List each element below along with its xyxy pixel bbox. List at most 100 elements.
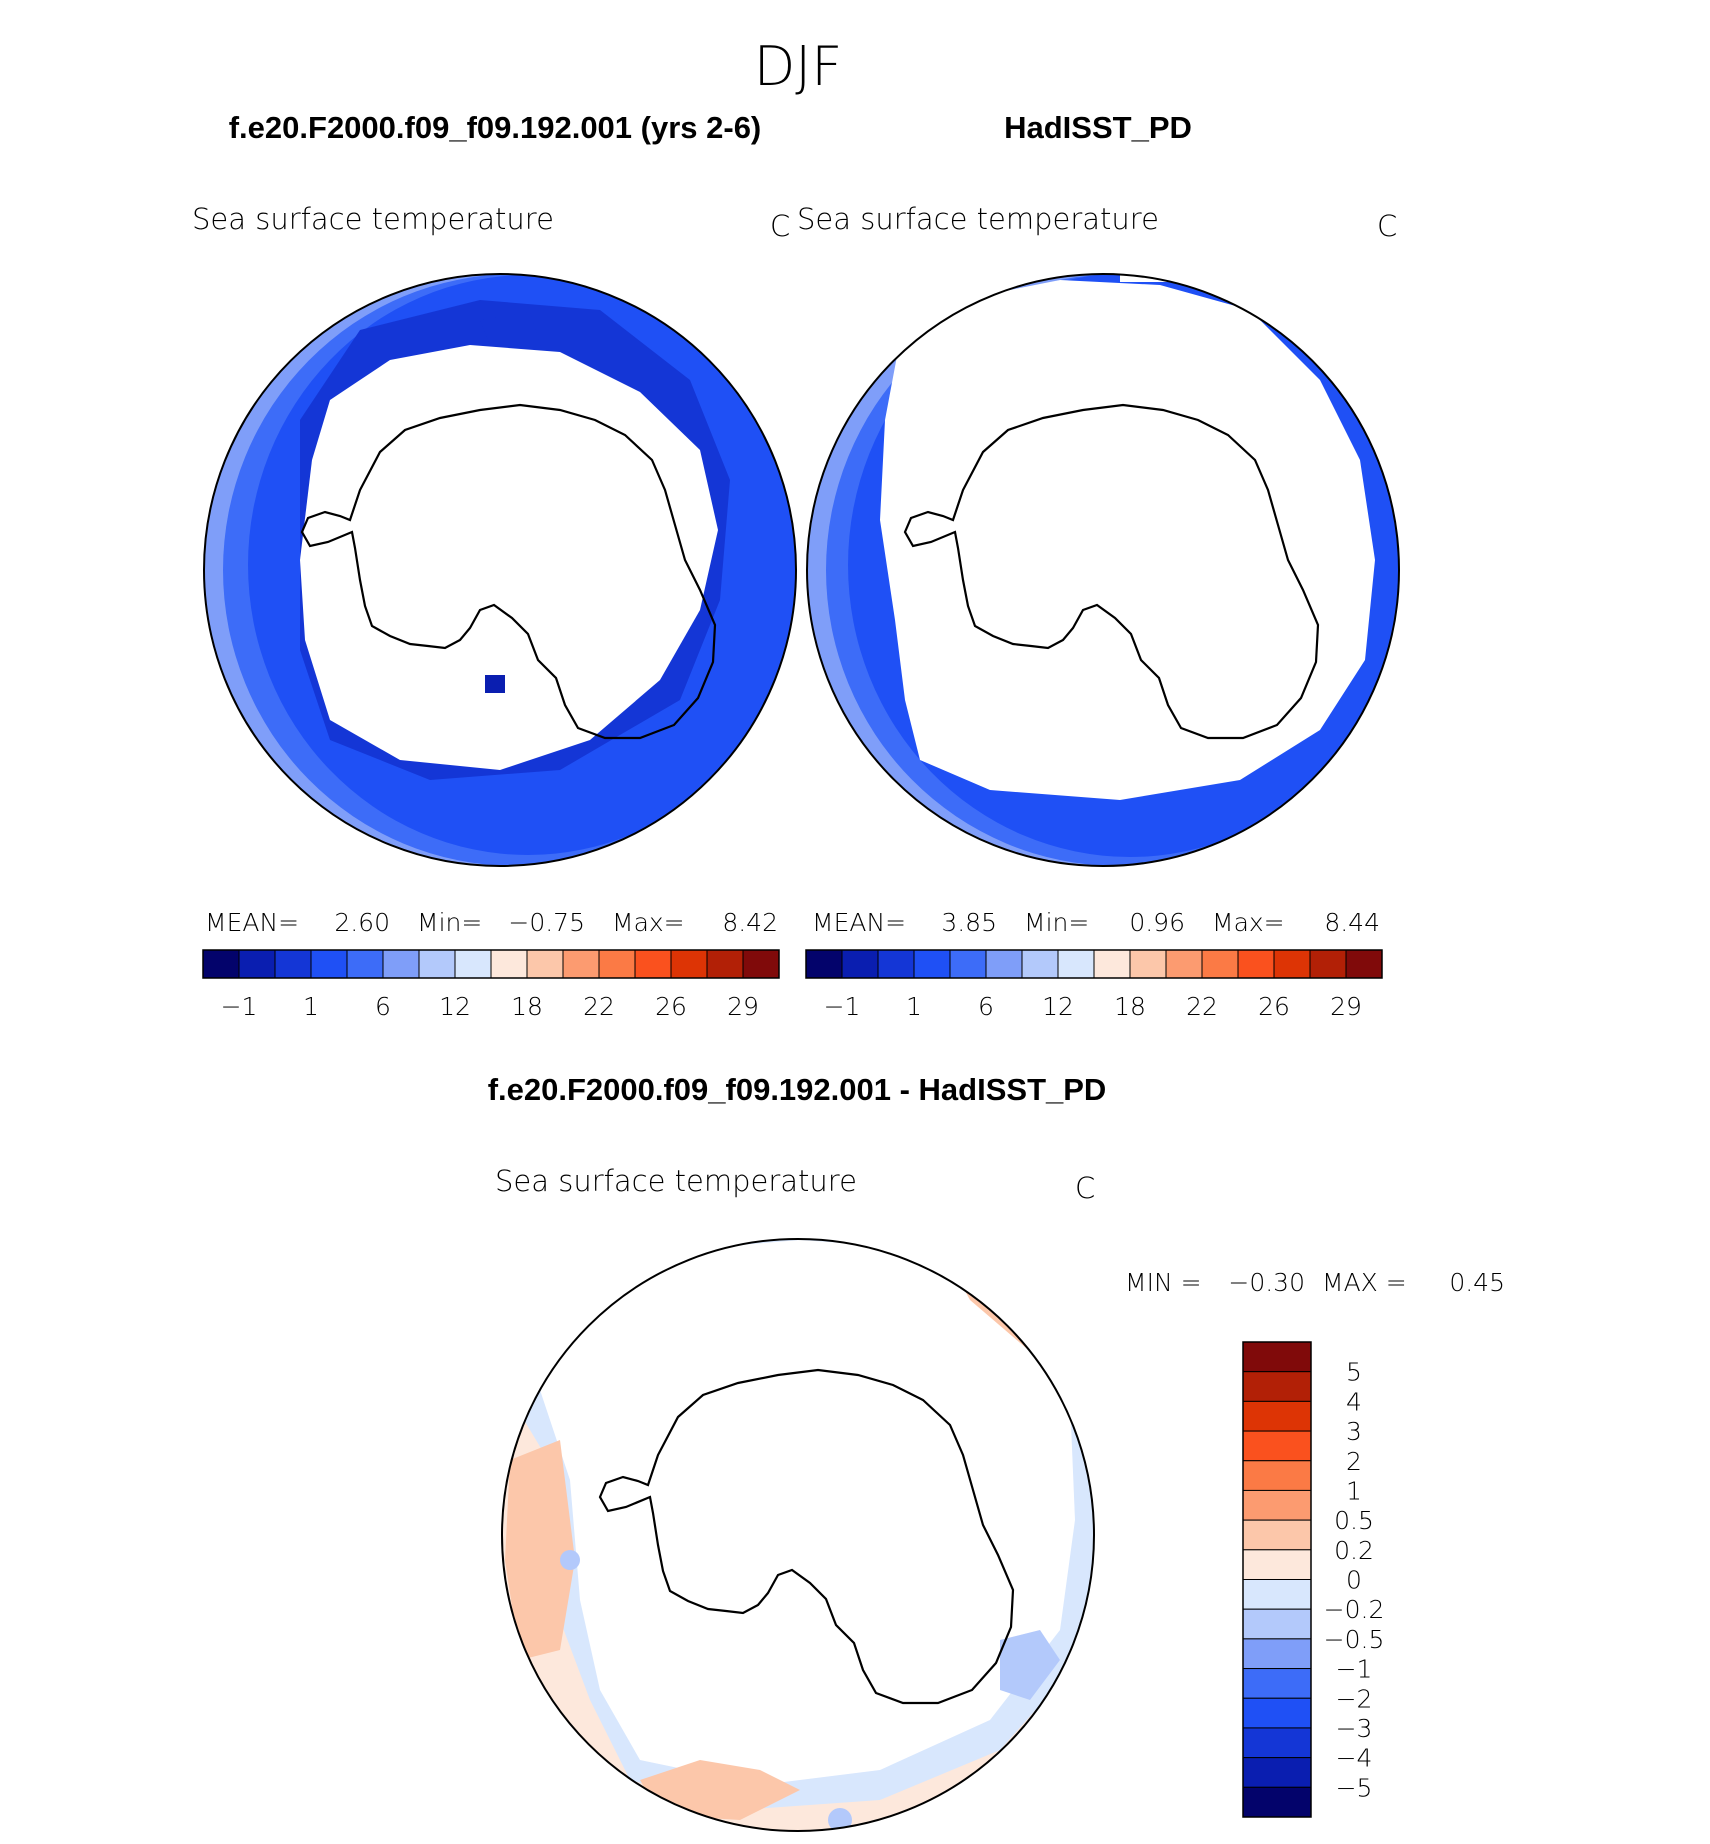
panel-model-colorbar-tick-label: 1: [303, 992, 319, 1021]
panel-model-colorbar-swatch-11: [598, 949, 636, 979]
panel-diff-colorbar-swatch-1: [1242, 1371, 1312, 1402]
panel-obs-mean-value: 3.85: [941, 908, 997, 937]
panel-model-colorbar-swatch-13: [670, 949, 708, 979]
panel-model-colorbar-swatch-10: [562, 949, 600, 979]
panel-diff-colorbar-tick-label: 3: [1346, 1417, 1362, 1446]
panel-obs-colorbar-tick-label: 22: [1186, 992, 1218, 1021]
panel-diff-colorbar-frame: [1242, 1341, 1312, 1818]
panel-diff-colorbar-tick-label: −2: [1336, 1684, 1373, 1713]
panel-diff-colorbar-tick-label: −4: [1336, 1744, 1373, 1773]
panel-diff-colorbar-swatch-13: [1242, 1727, 1312, 1759]
panel-model-colorbar-swatch-1: [238, 949, 276, 979]
panel-model-colorbar-swatch-7: [454, 949, 492, 979]
panel-model-units-label: C: [770, 209, 790, 243]
panel-diff-colorbar-tick-label: −3: [1336, 1714, 1373, 1743]
panel-model-colorbar-swatch-4: [346, 949, 384, 979]
panel-model-colorbar-swatch-3: [310, 949, 348, 979]
panel-model-colorbar-swatch-5: [382, 949, 420, 979]
panel-model-colorbar-tick-label: 26: [655, 992, 687, 1021]
panel-diff-colorbar-swatch-3: [1242, 1430, 1312, 1462]
season-title: DJF: [754, 35, 843, 98]
panel-model-map: [204, 274, 796, 866]
panel-model-colorbar-tick-label: 18: [511, 992, 543, 1021]
panel-diff-colorbar-swatch-9: [1242, 1608, 1312, 1640]
panel-model-colorbar-swatch-0: [202, 949, 240, 979]
panel-diff-variable-label: Sea surface temperature: [495, 1164, 857, 1198]
panel-diff-min-value: −0.30: [1228, 1268, 1305, 1297]
panel-model-max-label: Max=: [612, 908, 685, 937]
panel-model-min-value: −0.75: [508, 908, 585, 937]
panel-diff-colorbar-tick-label: 0.2: [1334, 1536, 1374, 1565]
panel-diff-colorbar-tick-label: −1: [1336, 1655, 1373, 1684]
panel-obs-case-title: HadISST_PD: [1004, 110, 1192, 145]
panel-model-colorbar-frame: [202, 949, 780, 979]
panel-model: f.e20.F2000.f09_f09.192.001 (yrs 2-6) Se…: [192, 110, 797, 1021]
panel-obs-variable-label: Sea surface temperature: [797, 202, 1159, 236]
panel-diff: f.e20.F2000.f09_f09.192.001 - HadISST_PD…: [488, 1072, 1505, 1832]
panel-obs-colorbar-swatch-15: [1345, 949, 1383, 979]
panel-diff-colorbar-tick-label: −5: [1336, 1773, 1373, 1802]
panel-diff-max-value: 0.45: [1449, 1268, 1505, 1297]
panel-obs: HadISST_PD Sea surface temperature C MEA…: [797, 110, 1400, 1021]
panel-diff-colorbar-swatch-0: [1242, 1341, 1312, 1373]
panel-obs-min-label: Min=: [1024, 908, 1089, 937]
panel-model-colorbar-swatch-15: [742, 949, 780, 979]
panel-model-min-label: Min=: [417, 908, 482, 937]
panel-obs-colorbar-tick-label: 6: [978, 992, 994, 1021]
panel-obs-colorbar-swatch-8: [1093, 949, 1131, 979]
panel-model-colorbar-swatch-14: [706, 949, 744, 979]
panel-obs-colorbar-tick-label: 18: [1114, 992, 1146, 1021]
panel-model-case-title: f.e20.F2000.f09_f09.192.001 (yrs 2-6): [229, 110, 762, 145]
panel-obs-colorbar-swatch-7: [1057, 949, 1095, 979]
panel-obs-colorbar-swatch-0: [805, 949, 843, 979]
panel-diff-colorbar-tick-label: −0.5: [1324, 1625, 1385, 1654]
panel-diff-colorbar-swatch-7: [1242, 1549, 1312, 1580]
panel-obs-colorbar-swatch-2: [877, 949, 915, 979]
panel-obs-map: [807, 274, 1399, 866]
panel-model-colorbar-swatch-2: [274, 949, 312, 979]
panel-diff-colorbar-tick-label: 0.5: [1334, 1506, 1374, 1535]
panel-diff-colorbar-tick-label: 5: [1346, 1358, 1362, 1387]
panel-model-colorbar-swatch-6: [418, 949, 456, 979]
panel-obs-colorbar-swatch-1: [841, 949, 879, 979]
panel-diff-colorbar-swatch-10: [1242, 1638, 1312, 1670]
panel-obs-colorbar-swatch-3: [913, 949, 951, 979]
panel-obs-mean-label: MEAN=: [812, 908, 906, 937]
panel-diff-colorbar-swatch-11: [1242, 1668, 1312, 1699]
panel-diff-colorbar-tick-label: −0.2: [1324, 1595, 1385, 1624]
panel-diff-colorbar-swatch-15: [1242, 1786, 1312, 1818]
panel-diff-min-label: MIN =: [1125, 1268, 1202, 1297]
panel-obs-colorbar-swatch-10: [1165, 949, 1203, 979]
panel-diff-colorbar-tick-label: 1: [1346, 1476, 1362, 1505]
panel-model-colorbar-tick-label: 6: [375, 992, 391, 1021]
panel-diff-units-label: C: [1075, 1171, 1095, 1205]
panel-obs-colorbar-tick-label: 12: [1042, 992, 1074, 1021]
panel-obs-colorbar-swatch-9: [1129, 949, 1167, 979]
panel-obs-colorbar-swatch-5: [985, 949, 1023, 979]
panel-diff-colorbar-swatch-12: [1242, 1697, 1312, 1729]
panel-model-colorbar-tick-label: 22: [583, 992, 615, 1021]
panel-model-max-value: 8.42: [722, 908, 778, 937]
panel-model-colorbar-tick-label: −1: [221, 992, 258, 1021]
panel-obs-colorbar-swatch-11: [1201, 949, 1239, 979]
panel-model-colorbar-tick-label: 29: [727, 992, 759, 1021]
panel-obs-colorbar-swatch-14: [1309, 949, 1347, 979]
panel-diff-map: [502, 1239, 1094, 1831]
panel-model-mean-label: MEAN=: [205, 908, 299, 937]
panel-obs-colorbar-tick-label: 26: [1258, 992, 1290, 1021]
panel-diff-colorbar-swatch-4: [1242, 1460, 1312, 1491]
panel-model-colorbar: −1 1 6 12 18 22 26 29: [202, 949, 780, 1021]
panel-diff-colorbar-tick-label: 0: [1346, 1566, 1362, 1595]
panel-diff-colorbar-swatch-8: [1242, 1579, 1312, 1610]
panel-model-colorbar-swatch-12: [634, 949, 672, 979]
panel-diff-case-title: f.e20.F2000.f09_f09.192.001 - HadISST_PD: [488, 1072, 1107, 1107]
panel-diff-colorbar-swatch-5: [1242, 1489, 1312, 1521]
panel-obs-colorbar-tick-label: −1: [824, 992, 861, 1021]
panel-model-colorbar-swatch-8: [490, 949, 528, 979]
panel-obs-colorbar-swatch-13: [1273, 949, 1311, 979]
panel-diff-colorbar-swatch-2: [1242, 1400, 1312, 1432]
panel-obs-colorbar-swatch-4: [949, 949, 987, 979]
panel-diff-colorbar-tick-label: 4: [1346, 1387, 1362, 1416]
